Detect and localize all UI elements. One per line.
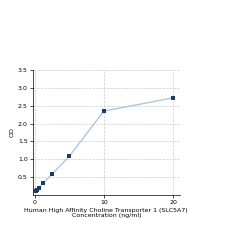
- Point: [32, 189, 36, 193]
- Point: [37, 186, 41, 190]
- Point: [50, 172, 54, 176]
- Point: [34, 189, 38, 193]
- Point: [35, 188, 39, 192]
- Point: [67, 154, 71, 158]
- X-axis label: Human High Affinity Choline Transporter 1 (SLC5A7)
Concentration (ng/ml): Human High Affinity Choline Transporter …: [24, 208, 188, 218]
- Y-axis label: OD: OD: [10, 128, 15, 138]
- Point: [102, 109, 106, 113]
- Point: [41, 181, 45, 185]
- Point: [171, 96, 175, 100]
